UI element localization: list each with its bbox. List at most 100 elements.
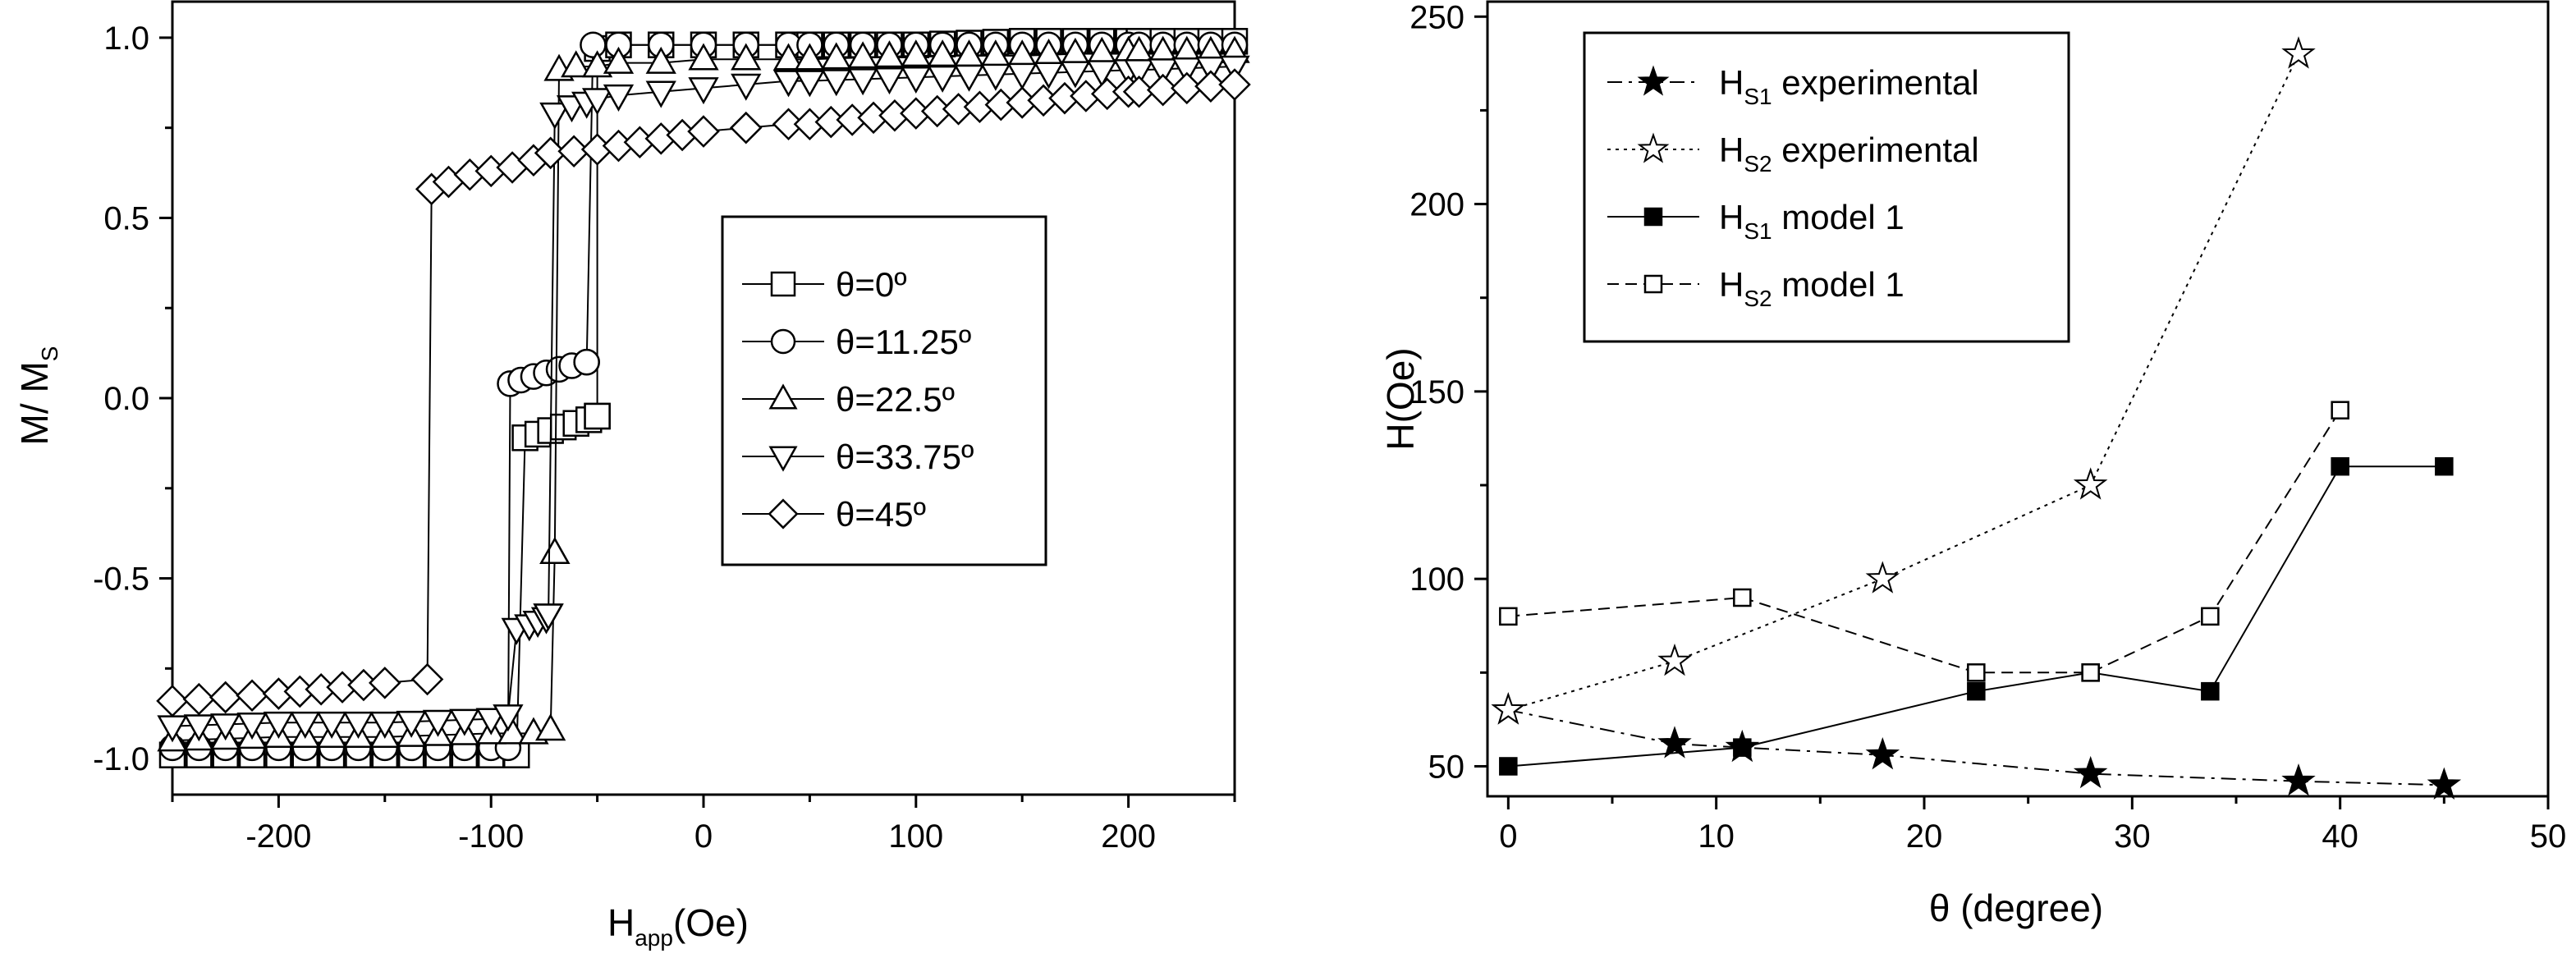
x-axis-label-right: θ (degree) <box>1929 887 2103 929</box>
legend-label: HS2 experimental <box>1719 131 1979 176</box>
y-tick-label: 0.0 <box>103 381 149 417</box>
x-tick-label: 0 <box>1499 818 1517 855</box>
data-point <box>1218 68 1251 101</box>
series-triangle-up <box>157 35 1250 752</box>
series-line-lower <box>172 415 598 756</box>
data-point <box>410 662 444 696</box>
data-point <box>1733 588 1752 607</box>
data-point <box>1123 59 1155 87</box>
legend-label: θ=33.75º <box>836 438 974 476</box>
data-point <box>1657 643 1692 676</box>
legend-marker <box>770 271 796 297</box>
legend-left: θ=0º θ=11.25º θ=22.5º θ=33.75º θ=45º <box>742 265 974 534</box>
data-point <box>1060 61 1091 89</box>
data-point <box>821 69 852 97</box>
legend-marker <box>1637 65 1670 96</box>
data-point <box>369 711 401 739</box>
data-point <box>847 68 878 96</box>
data-point <box>580 31 607 58</box>
data-point <box>1967 663 1986 682</box>
data-point <box>953 64 985 92</box>
legend-item: HS2 model 1 <box>1607 265 1904 311</box>
data-point <box>157 715 188 743</box>
legend-label: HS1 experimental <box>1719 63 1979 109</box>
y-tick-label: 1.0 <box>103 21 149 57</box>
data-point <box>927 65 958 93</box>
data-point <box>369 667 401 699</box>
data-point <box>561 50 592 78</box>
data-point <box>772 43 804 71</box>
data-point <box>493 704 524 732</box>
series-square-filled <box>1499 456 2454 776</box>
data-point <box>2281 36 2316 69</box>
x-tick-label: 200 <box>1101 818 1156 855</box>
data-point <box>539 102 571 130</box>
x-tick-label: 10 <box>1698 818 1735 855</box>
data-point <box>557 135 590 167</box>
legend-label: θ=45º <box>836 495 926 534</box>
data-point <box>688 77 719 105</box>
data-point <box>2073 755 2108 789</box>
data-point <box>1086 60 1117 88</box>
series-line-lower <box>172 152 552 702</box>
data-point <box>533 603 564 631</box>
data-point <box>535 713 566 741</box>
y-tick-label: 250 <box>1409 0 1464 35</box>
data-point <box>263 711 295 739</box>
data-point <box>156 685 189 717</box>
data-point <box>182 682 216 716</box>
chart-left: -200 -100 0 100 200 -1.0 -0.5 0.0 0.5 1.0 θ=0º θ=1… <box>13 0 1251 951</box>
legend-marker <box>1637 132 1670 163</box>
legend-item: θ=45º <box>742 495 926 534</box>
data-point <box>497 717 528 745</box>
data-point <box>1865 561 1900 594</box>
legend-box-right <box>1583 31 2070 343</box>
data-point <box>210 713 241 741</box>
data-point <box>1194 70 1227 103</box>
data-point <box>539 537 571 565</box>
y-axis-label-right: H(Oe) <box>1379 347 1422 450</box>
data-point <box>2201 681 2220 701</box>
legend-marker <box>1643 274 1663 294</box>
data-point <box>316 711 347 739</box>
data-point <box>2435 456 2454 476</box>
data-point <box>236 679 268 713</box>
y-tick-label: 50 <box>1428 749 1465 785</box>
data-point <box>1865 736 1900 770</box>
series-line <box>1508 709 2445 786</box>
x-axis-label-left: Happ(Oe) <box>607 901 749 951</box>
data-point <box>581 88 613 116</box>
legend-marker <box>1643 207 1663 227</box>
x-tick-label: -200 <box>245 818 311 855</box>
legend-item: θ=22.5º <box>742 380 955 419</box>
data-point <box>1733 738 1752 757</box>
data-point <box>1195 56 1226 84</box>
data-point <box>2331 456 2349 476</box>
data-point <box>645 80 676 108</box>
y-tick-label: -0.5 <box>93 562 149 598</box>
data-point <box>396 710 427 738</box>
data-point <box>1148 58 1179 86</box>
y-axis-label-left: M/ MS <box>13 346 62 446</box>
legend-item: HS1 model 1 <box>1607 198 1904 244</box>
legend-label: θ=11.25º <box>836 323 971 361</box>
y-tick-label: -1.0 <box>93 741 149 777</box>
series-square-open <box>1499 401 2349 682</box>
data-point <box>873 40 905 68</box>
data-point <box>2081 663 2100 682</box>
data-point <box>794 70 826 98</box>
series-group-right <box>1491 36 2462 800</box>
legend-label: θ=22.5º <box>836 380 955 419</box>
x-tick-label: 20 <box>1906 818 1943 855</box>
data-point <box>731 73 762 101</box>
x-tick-label: 100 <box>888 818 943 855</box>
data-point <box>980 63 1011 91</box>
data-point <box>2073 467 2108 500</box>
series-diamond <box>156 68 1251 717</box>
axes-right: 0 10 20 30 40 50 50 100 150 200 250 <box>1409 0 2566 855</box>
legend-item: HS2 experimental <box>1607 131 1979 176</box>
legend-label: HS1 model 1 <box>1719 198 1904 244</box>
data-point <box>1967 681 1986 701</box>
data-point <box>821 42 852 70</box>
y-tick-label: 100 <box>1409 562 1464 598</box>
